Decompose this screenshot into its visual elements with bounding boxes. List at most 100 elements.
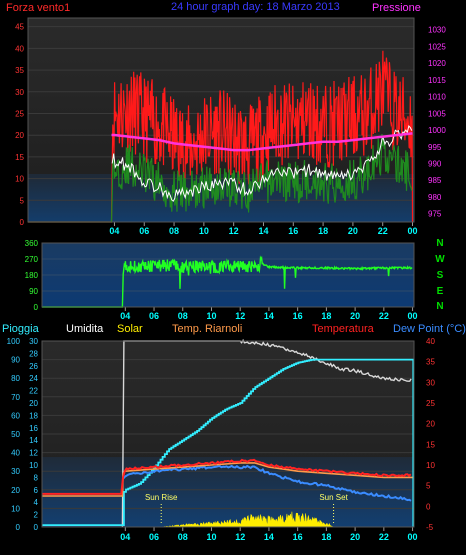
panel1-right-tick-label: 990 [428,159,442,168]
panel1-right-tick-label: 1030 [428,26,446,35]
panel1-right-tick-label: 1000 [428,126,446,135]
panel1-left-tick-label: 35 [15,66,24,75]
panel3-x-tick-label: 08 [178,532,188,542]
panel1-left-tick-label: 10 [15,175,24,184]
panel2-tick-label: 360 [25,239,39,248]
panel3-left-tick-label: 80 [11,374,20,383]
panel3-x-tick-label: 10 [206,532,216,542]
panel1-x-tick-label: 08 [169,226,179,236]
panel3-rain-tick-label: 12 [29,449,38,458]
panel3-right-tick-label: 25 [426,399,435,408]
panel3-left-tick-label: 40 [11,449,20,458]
panel1-x-tick-label: 22 [378,226,388,236]
panel2-x-tick-label: 22 [379,311,389,321]
panel3-legend-entry: Temp. Riarnoli [172,323,242,335]
panel2-tick-label: 180 [25,271,39,280]
panel2-x-tick-label: 06 [149,311,159,321]
panel3-right-tick-label: 5 [426,482,431,491]
panel1-x-tick-label: 10 [199,226,209,236]
panel3-right-tick-label: 35 [426,358,435,367]
panel3-legend-entry: Pioggia [2,323,40,335]
panel3-legend-entry: Temperatura [312,323,375,335]
compass-label: S [437,270,444,281]
compass-label: W [435,254,445,265]
panel3-x-tick-label: 06 [149,532,159,542]
panel1-x-tick-label: 16 [288,226,298,236]
panel3-left-tick-label: 50 [11,430,20,439]
panel3-right-tick-label: 20 [426,420,435,429]
panel2-x-tick-label: 18 [321,311,331,321]
panel1-x-tick-label: 18 [318,226,328,236]
panel2-x-tick-label: 16 [293,311,303,321]
panel3-right-tick-label: 0 [426,502,431,511]
panel1-right-tick-label: 975 [428,210,442,219]
panel3-rain-tick-label: 4 [34,498,39,507]
panel3-rain-tick-label: 30 [29,337,38,346]
panel3-left-tick-label: 60 [11,411,20,420]
panel1-left-tick-label: 20 [15,131,24,140]
panel1-x-tick-label: 06 [139,226,149,236]
panel2-x-tick-label: 04 [120,311,130,321]
panel3-rain-tick-label: 10 [29,461,38,470]
panel1-frame [27,17,415,223]
panel1-x-tick-label: 14 [258,226,268,236]
panel3-rain-tick-label: 28 [29,349,38,358]
panel1-left-tick-label: 30 [15,88,24,97]
panel1-right-tick-label: 1020 [428,59,446,68]
panel3-right-tick-label: 40 [426,337,435,346]
panel2-tick-label: 90 [29,287,38,296]
panel1-x-tick-label: 20 [348,226,358,236]
panel1-left-label: Forza vento1 [6,2,70,14]
panel1-right-tick-label: 1010 [428,93,446,102]
dew-point-series-line [122,464,412,502]
panel2-x-tick-label: 14 [264,311,274,321]
panel3-rain-tick-label: 6 [34,486,39,495]
panel3-left-tick-label: 0 [16,523,21,532]
panel3-right-tick-label: 15 [426,440,435,449]
panel3-x-tick-label: 22 [379,532,389,542]
direction-series-line [42,255,413,308]
panel3-rain-tick-label: 0 [34,523,39,532]
panel2-tick-label: 0 [34,303,39,312]
compass-label: E [437,286,444,297]
panel3-legend-entry: Dew Point (°C) [393,323,466,335]
panel3-rain-tick-label: 22 [29,387,38,396]
compass-label: N [436,301,443,312]
panel3-x-tick-label: 00 [408,532,418,542]
panel2-x-tick-label: 20 [350,311,360,321]
panel3-left-tick-label: 10 [11,504,20,513]
panel1-right-tick-label: 1025 [428,42,446,51]
panel3-left-tick-label: 30 [11,467,20,476]
panel3-left-tick-label: 70 [11,393,20,402]
panel2-frame [41,242,415,308]
panel3-left-tick-label: 90 [11,356,20,365]
panel1-right-label: Pressione [372,2,421,14]
solar-series-area [161,511,334,528]
panel2-x-tick-label: 12 [235,311,245,321]
panel3-right-tick-label: 10 [426,461,435,470]
panel3-rain-tick-label: 14 [29,436,38,445]
sun-annotation-label: Sun Rise [145,493,178,502]
panel3-legend-entry: Umidita [66,323,104,335]
panel3-rain-tick-label: 20 [29,399,38,408]
panel2-x-tick-label: 10 [206,311,216,321]
panel3-rain-tick-label: 2 [34,511,39,520]
panel1-left-tick-label: 15 [15,153,24,162]
panel3-frame [41,340,415,528]
panel1-right-tick-label: 980 [428,193,442,202]
panel3-x-tick-label: 18 [321,532,331,542]
temperature-series-line [42,458,412,495]
panel3-rain-tick-label: 16 [29,424,38,433]
panel1-title: 24 hour graph day: 18 Marzo 2013 [171,1,340,13]
panel1-left-tick-label: 5 [20,196,25,205]
panel1-left-tick-label: 25 [15,109,24,118]
panel2-x-tick-label: 08 [178,311,188,321]
panel3-x-tick-label: 04 [120,532,130,542]
panel3-x-tick-label: 14 [264,532,274,542]
panel3-x-tick-label: 12 [235,532,245,542]
panel1-left-tick-label: 0 [20,218,25,227]
panel3-x-tick-label: 20 [350,532,360,542]
panel3-x-tick-label: 16 [293,532,303,542]
